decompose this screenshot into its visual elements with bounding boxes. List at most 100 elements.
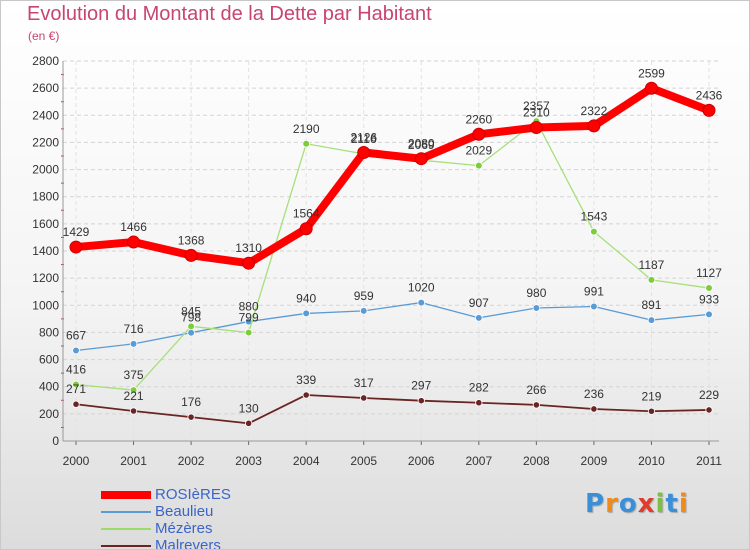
data-label-beaulieu: 907 — [469, 296, 489, 310]
data-label-malrevers: 317 — [354, 376, 374, 390]
data-label-malrevers: 282 — [469, 381, 489, 395]
data-point-rosieres — [357, 145, 371, 159]
data-label-mezeres: 2116 — [351, 132, 377, 146]
data-label-malrevers: 297 — [411, 379, 431, 393]
data-point-rosieres — [299, 222, 313, 236]
y-tick-label: 1000 — [32, 298, 59, 312]
data-point-malrevers — [475, 399, 483, 407]
data-point-beaulieu — [532, 304, 541, 312]
data-point-malrevers — [647, 407, 656, 415]
data-label-beaulieu: 716 — [124, 322, 144, 336]
data-point-malrevers — [360, 394, 368, 402]
data-point-mezeres — [187, 322, 195, 331]
y-tick-label: 1600 — [32, 217, 59, 231]
legend-swatch-beaulieu — [101, 511, 151, 513]
data-point-malrevers — [590, 405, 598, 413]
data-label-rosieres: 2599 — [638, 66, 665, 80]
logo-letter-6: t — [665, 489, 679, 519]
data-label-rosieres: 2322 — [581, 104, 608, 118]
data-label-rosieres: 1429 — [63, 225, 90, 239]
y-tick-label: 400 — [39, 380, 59, 394]
data-label-beaulieu: 991 — [584, 285, 604, 299]
data-point-beaulieu — [302, 309, 310, 318]
data-point-rosieres — [69, 240, 83, 254]
x-tick-label: 2008 — [523, 454, 550, 468]
data-point-beaulieu — [475, 314, 483, 322]
proxiti-logo: Proxiti — [585, 489, 689, 519]
data-label-rosieres: 2310 — [523, 106, 550, 120]
data-label-malrevers: 266 — [526, 383, 546, 397]
data-label-beaulieu: 891 — [641, 298, 661, 312]
y-tick-label: 200 — [39, 407, 59, 421]
data-point-mezeres — [590, 227, 598, 236]
data-point-malrevers — [532, 401, 540, 409]
data-point-mezeres — [475, 161, 483, 170]
logo-letter-2: r — [605, 489, 619, 519]
data-point-mezeres — [705, 284, 713, 292]
data-label-mezeres: 375 — [124, 368, 144, 382]
chart-unit: (en €) — [28, 29, 60, 43]
data-label-malrevers: 130 — [239, 401, 259, 415]
x-tick-label: 2000 — [63, 454, 90, 468]
data-label-beaulieu: 798 — [181, 311, 201, 325]
data-label-beaulieu: 980 — [526, 286, 546, 300]
data-label-mezeres: 416 — [66, 363, 86, 377]
x-tick-label: 2004 — [293, 454, 320, 468]
data-point-rosieres — [587, 119, 601, 133]
data-point-rosieres — [242, 256, 256, 270]
data-label-beaulieu: 1020 — [408, 281, 435, 295]
data-point-malrevers — [245, 419, 253, 427]
x-tick-label: 2002 — [178, 454, 205, 468]
data-point-malrevers — [417, 397, 425, 405]
y-tick-label: 2600 — [32, 81, 59, 95]
data-label-rosieres: 2260 — [465, 112, 492, 126]
data-point-malrevers — [302, 391, 310, 399]
data-point-rosieres — [127, 235, 141, 249]
data-label-mezeres: 2357 — [523, 99, 550, 113]
data-point-beaulieu — [359, 307, 368, 315]
data-point-mezeres — [302, 139, 310, 148]
y-tick-label: 2400 — [32, 108, 59, 122]
logo-letter-5: i — [655, 489, 666, 519]
data-label-rosieres: 2436 — [696, 88, 723, 102]
x-tick-label: 2007 — [465, 454, 492, 468]
data-label-mezeres: 799 — [239, 311, 259, 325]
series-line-rosieres — [72, 84, 713, 268]
x-tick-label: 2011 — [696, 454, 722, 468]
data-label-rosieres: 1466 — [120, 220, 147, 234]
data-point-mezeres — [72, 380, 80, 389]
x-tick-label: 2001 — [120, 454, 147, 468]
data-label-mezeres: 1127 — [696, 266, 722, 280]
data-point-rosieres — [644, 81, 658, 95]
data-label-rosieres: 2126 — [350, 130, 377, 144]
y-tick-label: 2000 — [32, 163, 59, 177]
data-label-mezeres: 1187 — [639, 258, 665, 272]
data-point-rosieres — [414, 152, 428, 166]
data-point-beaulieu — [590, 302, 598, 311]
chart-title: Evolution du Montant de la Dette par Hab… — [27, 3, 432, 25]
series-line-malrevers — [75, 394, 710, 425]
data-label-malrevers: 236 — [584, 387, 604, 401]
data-label-rosieres: 2080 — [408, 137, 435, 151]
x-tick-label: 2003 — [235, 454, 262, 468]
data-label-mezeres: 2190 — [293, 122, 320, 136]
data-label-beaulieu: 933 — [699, 292, 719, 306]
data-label-malrevers: 229 — [699, 388, 719, 402]
logo-letter-4: x — [637, 489, 656, 519]
data-label-malrevers: 221 — [124, 389, 144, 403]
data-label-malrevers: 339 — [296, 373, 316, 387]
data-point-beaulieu — [417, 298, 426, 307]
logo-letter-1: P — [585, 489, 606, 519]
data-point-malrevers — [72, 400, 80, 408]
legend-label-mezeres: Mézères — [155, 520, 213, 537]
data-point-beaulieu — [187, 328, 195, 337]
data-label-malrevers: 219 — [641, 389, 661, 403]
data-label-mezeres: 1543 — [581, 210, 608, 224]
data-label-beaulieu: 940 — [296, 291, 316, 305]
logo-letter-7: i — [678, 489, 689, 519]
y-tick-label: 2800 — [32, 54, 59, 68]
data-point-beaulieu — [647, 316, 656, 324]
y-tick-label: 2200 — [32, 135, 59, 149]
data-point-rosieres — [184, 248, 198, 262]
